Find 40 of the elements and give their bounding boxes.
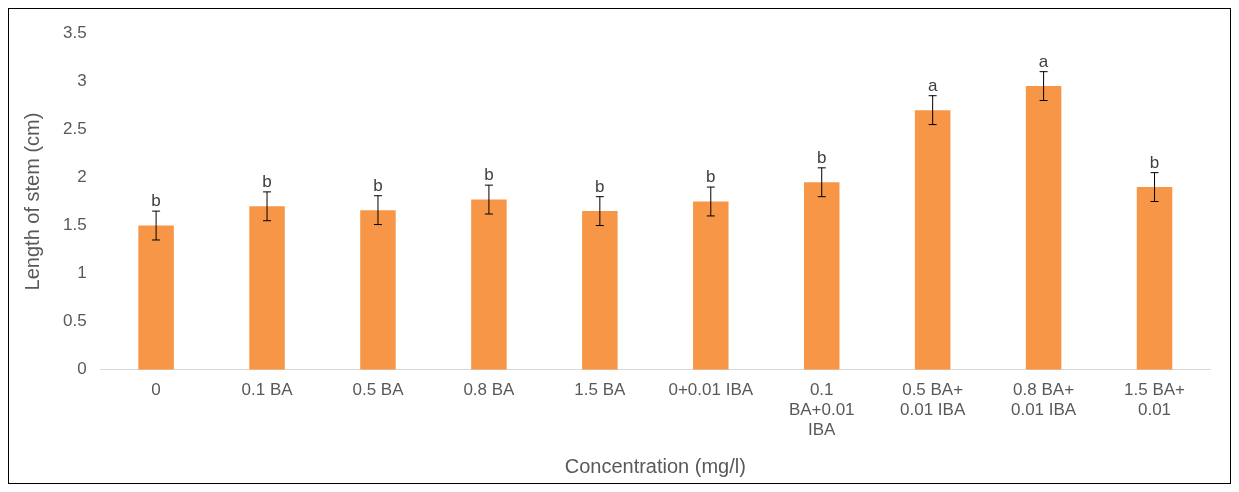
y-tick-label: 2 [77,167,87,187]
annotation: b [262,172,272,192]
x-tick-label: 0.1 BA+0.01 IBA [788,379,855,440]
annotation: a [1038,51,1049,71]
x-tick-label: 0.8 BA [463,379,516,399]
y-axis-title: Length of stem (cm) [20,112,43,291]
bar [1025,86,1062,370]
bar [138,225,174,370]
x-axis-title: Concentration (mg/l) [564,454,746,477]
bar [471,199,507,370]
bar [1136,187,1173,370]
y-tick-label: 0 [77,359,87,379]
annotation: b [373,175,383,195]
y-tick-label: 3.5 [62,22,87,42]
x-tick-label: 1.5 BA [574,379,627,399]
annotation: b [706,167,716,187]
y-tick-label: 2.5 [62,119,87,139]
annotation: a [927,75,938,95]
annotation: b [151,191,161,211]
annotation: b [484,165,494,185]
x-tick-label: 0 [151,379,161,399]
y-tick-label: 3 [77,70,87,90]
x-tick-label: 0.5 BA [352,379,405,399]
annotation: b [816,148,827,168]
x-tick-label: 1.5 BA+ 0.01 [1124,379,1186,420]
annotation: b [1149,152,1160,172]
x-tick-label: 0.1 BA [241,379,294,399]
annotation: b [595,176,605,196]
y-tick-label: 1.5 [62,215,87,235]
bar [249,206,285,370]
bar [803,182,840,370]
x-tick-label: 0.8 BA+ 0.01 IBA [1010,379,1077,420]
bar [360,210,396,370]
bar [914,110,951,370]
bar [582,211,618,370]
x-tick-label: 0.5 BA+ 0.01 IBA [900,379,966,420]
y-tick-label: 0.5 [62,311,87,331]
x-tick-label: 0+0.01 IBA [668,379,754,399]
bar [693,201,729,370]
y-tick-label: 1 [77,263,87,283]
